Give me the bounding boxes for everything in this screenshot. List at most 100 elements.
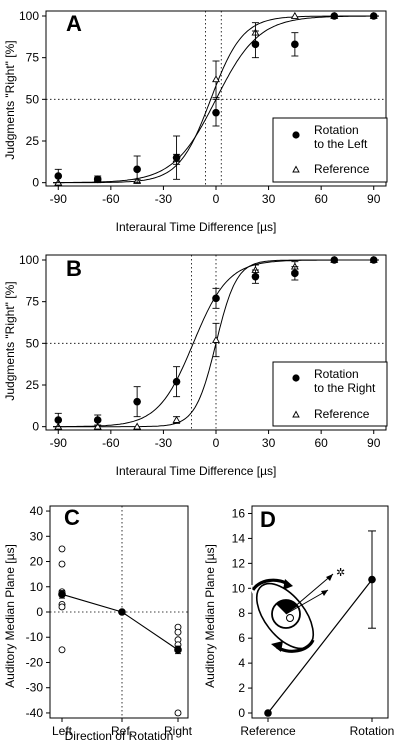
panel-d-axes: 0 2 4 6 8 10 12 14 16 Reference Rotation xyxy=(232,505,395,738)
panel-b-y-axis-label: Judgments "Right" [%] xyxy=(3,281,17,400)
panel-c-y-tick-label: 30 xyxy=(30,529,44,543)
panel-b-legend: Rotation to the Right Reference xyxy=(272,361,388,427)
panel-b-point-circle xyxy=(369,256,378,264)
panel-a-legend-reference: Reference xyxy=(314,162,370,176)
panel-c-x-axis-label: Direction of Rotation xyxy=(65,729,174,743)
panel-a-y-tick-label: 25 xyxy=(26,134,40,148)
panel-c-y-tick-label: -20 xyxy=(26,655,44,669)
panel-c-mean-point xyxy=(118,608,126,616)
panel-d-y-tick-label: 12 xyxy=(232,556,246,570)
panel-c-individual-point xyxy=(58,545,66,553)
panel-b-y-tick-label: 50 xyxy=(26,336,40,350)
panel-c-individual-point xyxy=(174,628,182,636)
head-nose xyxy=(286,614,294,622)
panel-c-individual-point xyxy=(58,560,66,568)
panel-a-reference-lines xyxy=(46,11,386,186)
panel-a-legend-box xyxy=(272,117,388,183)
panel-a-x-tick-label: 0 xyxy=(213,192,220,206)
panel-c-y-axis-label: Auditory Median Plane [µs] xyxy=(3,544,17,688)
panel-a-letter: A xyxy=(66,11,82,36)
panel-c-x-tick-label: Right xyxy=(164,724,193,738)
panel-b-point-triangle xyxy=(212,335,220,343)
panel-b-point-circle xyxy=(93,416,102,424)
panel-c-letter: C xyxy=(64,505,80,530)
panel-a-point-circle xyxy=(369,12,378,20)
panel-c-y-tick-label: 10 xyxy=(30,580,44,594)
panel-d-x-tick-label: Rotation xyxy=(350,724,395,738)
panel-b-y-tick-label: 75 xyxy=(26,295,40,309)
rotating-head-icon: ✲ xyxy=(251,567,345,653)
panel-a-point-circle xyxy=(291,40,299,49)
panel-a-point-circle xyxy=(54,172,63,180)
panel-b-point-circle xyxy=(172,377,181,386)
panel-a-point-triangle xyxy=(212,75,220,83)
panel-a-y-tick-label: 0 xyxy=(32,176,39,190)
median-arrow-line xyxy=(285,589,329,615)
panel-d-y-axis-label: Auditory Median Plane [µs] xyxy=(203,544,217,688)
panel-b-legend-right-line1: Rotation xyxy=(314,367,359,381)
panel-b-letter: B xyxy=(66,256,82,281)
panel-a-y-tick-label: 75 xyxy=(26,51,40,65)
panel-d-connecting-line xyxy=(267,579,373,714)
panel-b: B -90 -60 -30 0 30 60 90 0 25 50 75 100 Interaural … xyxy=(3,253,388,478)
panel-c: C 40 30 20 10 0 -10 -20 -30 -40 Left Ref. Right Dir… xyxy=(3,504,193,743)
panel-b-x-tick-label: -30 xyxy=(155,436,173,450)
panel-a-x-axis-label: Interaural Time Difference [µs] xyxy=(116,220,277,234)
panel-c-individual-point xyxy=(174,709,182,717)
panel-c-y-tick-label: -10 xyxy=(26,630,44,644)
panel-b-legend-triangle-icon xyxy=(292,410,300,418)
panel-b-x-tick-label: 0 xyxy=(213,436,220,450)
panel-c-y-tick-label: -40 xyxy=(26,706,44,720)
panel-d-point xyxy=(264,709,272,717)
panel-a-point-triangle xyxy=(290,11,299,19)
panel-a-legend-left-line1: Rotation xyxy=(314,123,359,137)
panel-d-point xyxy=(368,575,376,584)
panel-d-data-markers xyxy=(264,530,376,717)
panel-a-point-circle xyxy=(133,165,141,174)
panel-b-x-tick-label: 60 xyxy=(314,436,328,450)
panel-c-individual-point xyxy=(58,603,66,611)
panel-a-y-tick-label: 50 xyxy=(26,92,40,106)
panel-b-point-triangle xyxy=(93,422,102,430)
panel-a-point-circle xyxy=(251,40,260,49)
panel-a-x-tick-label: 60 xyxy=(314,192,328,206)
panel-a-legend-left-line2: to the Left xyxy=(314,137,368,151)
panel-b-x-axis-label: Interaural Time Difference [µs] xyxy=(116,464,277,478)
panel-d-y-tick-label: 2 xyxy=(238,681,245,695)
panel-a-point-circle xyxy=(172,153,181,162)
panel-a-x-tick-label: 90 xyxy=(367,192,381,206)
panel-a: A -90 -60 -30 0 30 60 90 0 25 50 75 100 Interaural … xyxy=(3,9,388,234)
panel-a-legend-triangle-icon xyxy=(292,165,300,173)
panel-c-axes: 40 30 20 10 0 -10 -20 -30 -40 Left Ref. Right xyxy=(26,504,193,738)
panel-a-x-tick-label: -90 xyxy=(50,192,68,206)
panel-c-mean-polyline xyxy=(61,593,179,651)
panel-a-y-axis-label: Judgments "Right" [%] xyxy=(3,40,17,159)
panel-d-y-tick-label: 6 xyxy=(238,631,245,645)
head-hair xyxy=(276,599,298,614)
panel-b-legend-box xyxy=(272,361,388,427)
panel-c-x-tick-label: Left xyxy=(52,724,73,738)
panel-c-y-tick-label: 40 xyxy=(30,504,44,518)
source-arrow-line xyxy=(285,573,334,615)
panel-a-axes: -90 -60 -30 0 30 60 90 0 25 50 75 100 xyxy=(19,9,387,206)
panel-b-y-tick-label: 0 xyxy=(32,420,39,434)
sound-source-star-icon: ✲ xyxy=(336,567,345,579)
panel-a-data-markers xyxy=(54,11,378,186)
panel-b-legend-circle-icon xyxy=(292,374,300,382)
rotation-arrowhead-bottom xyxy=(271,641,283,652)
panel-b-y-tick-label: 25 xyxy=(26,378,40,392)
panel-a-legend-circle-icon xyxy=(292,131,300,139)
panel-d-y-tick-label: 14 xyxy=(232,531,246,545)
panel-b-point-circle xyxy=(291,269,299,278)
panel-b-legend-reference: Reference xyxy=(314,407,370,421)
panel-a-point-circle xyxy=(212,108,220,117)
panel-d-frame xyxy=(251,505,389,719)
source-arrowhead xyxy=(326,574,333,581)
panel-b-x-tick-label: -90 xyxy=(50,436,68,450)
panel-d-x-tick-label: Reference xyxy=(240,724,296,738)
panel-c-y-tick-label: -30 xyxy=(26,681,44,695)
panel-b-point-triangle xyxy=(172,415,181,423)
panel-a-y-tick-label: 100 xyxy=(19,9,39,23)
panel-b-point-circle xyxy=(330,256,339,264)
